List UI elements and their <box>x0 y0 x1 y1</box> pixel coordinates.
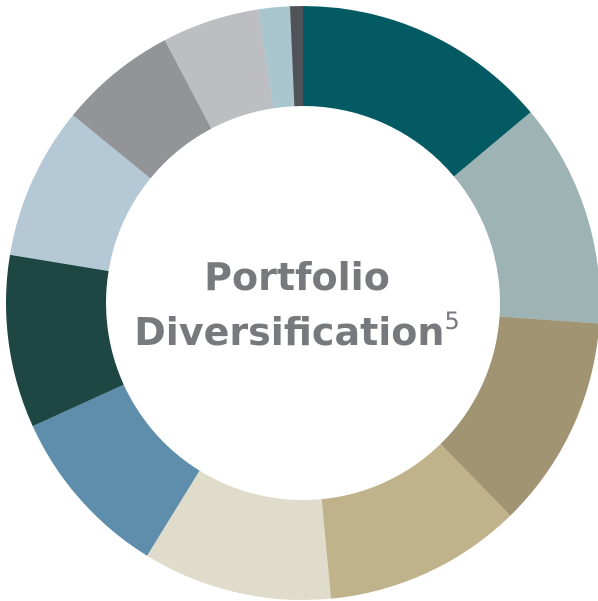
slice <box>32 384 200 556</box>
slice <box>440 316 598 516</box>
slice <box>147 470 331 600</box>
title-line: Portfolio <box>204 255 390 299</box>
slice <box>164 9 274 129</box>
title-line: Diversification5 <box>134 307 459 354</box>
slice <box>72 40 212 179</box>
slice <box>321 444 511 599</box>
slice <box>5 254 124 427</box>
slice <box>453 112 598 324</box>
slice <box>303 6 531 177</box>
slices <box>5 6 598 600</box>
slice <box>9 115 151 271</box>
slice <box>289 6 303 107</box>
slice <box>258 6 295 109</box>
title-superscript: 5 <box>444 307 459 335</box>
title-text: Diversification <box>134 310 444 354</box>
